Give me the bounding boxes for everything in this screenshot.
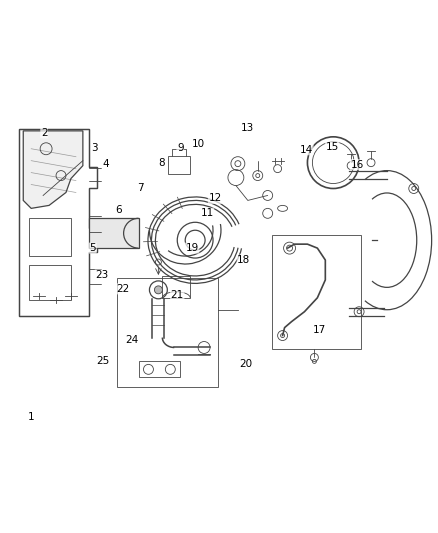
Text: 1: 1	[28, 412, 35, 422]
Text: 2: 2	[41, 128, 47, 138]
Text: 9: 9	[177, 143, 184, 153]
Text: 18: 18	[237, 255, 251, 265]
Bar	[29, 219, 71, 256]
Bar	[89, 219, 138, 248]
Text: 22: 22	[116, 284, 129, 294]
Bar	[117, 278, 218, 387]
Text: 3: 3	[92, 143, 98, 153]
Polygon shape	[23, 131, 83, 208]
Bar	[168, 156, 190, 174]
Text: 17: 17	[313, 325, 326, 335]
Text: 12: 12	[208, 193, 222, 204]
Bar	[272, 235, 361, 350]
Text: 23: 23	[95, 270, 108, 280]
Text: 5: 5	[89, 243, 96, 253]
Text: 20: 20	[239, 359, 252, 369]
Text: 7: 7	[137, 183, 144, 193]
Text: 25: 25	[96, 357, 110, 366]
Text: 11: 11	[201, 208, 214, 219]
Text: 15: 15	[325, 142, 339, 152]
Text: 14: 14	[300, 145, 313, 155]
Text: 24: 24	[125, 335, 138, 344]
Circle shape	[155, 286, 162, 294]
Text: 21: 21	[171, 290, 184, 300]
Text: 10: 10	[191, 139, 205, 149]
Text: 13: 13	[241, 123, 254, 133]
Bar	[162, 276, 190, 298]
Text: 6: 6	[115, 205, 122, 215]
Text: 19: 19	[186, 243, 199, 253]
Bar	[138, 361, 180, 377]
Text: 16: 16	[350, 160, 364, 169]
Bar	[29, 265, 71, 300]
Text: 4: 4	[102, 159, 109, 168]
Text: 8: 8	[158, 158, 165, 168]
